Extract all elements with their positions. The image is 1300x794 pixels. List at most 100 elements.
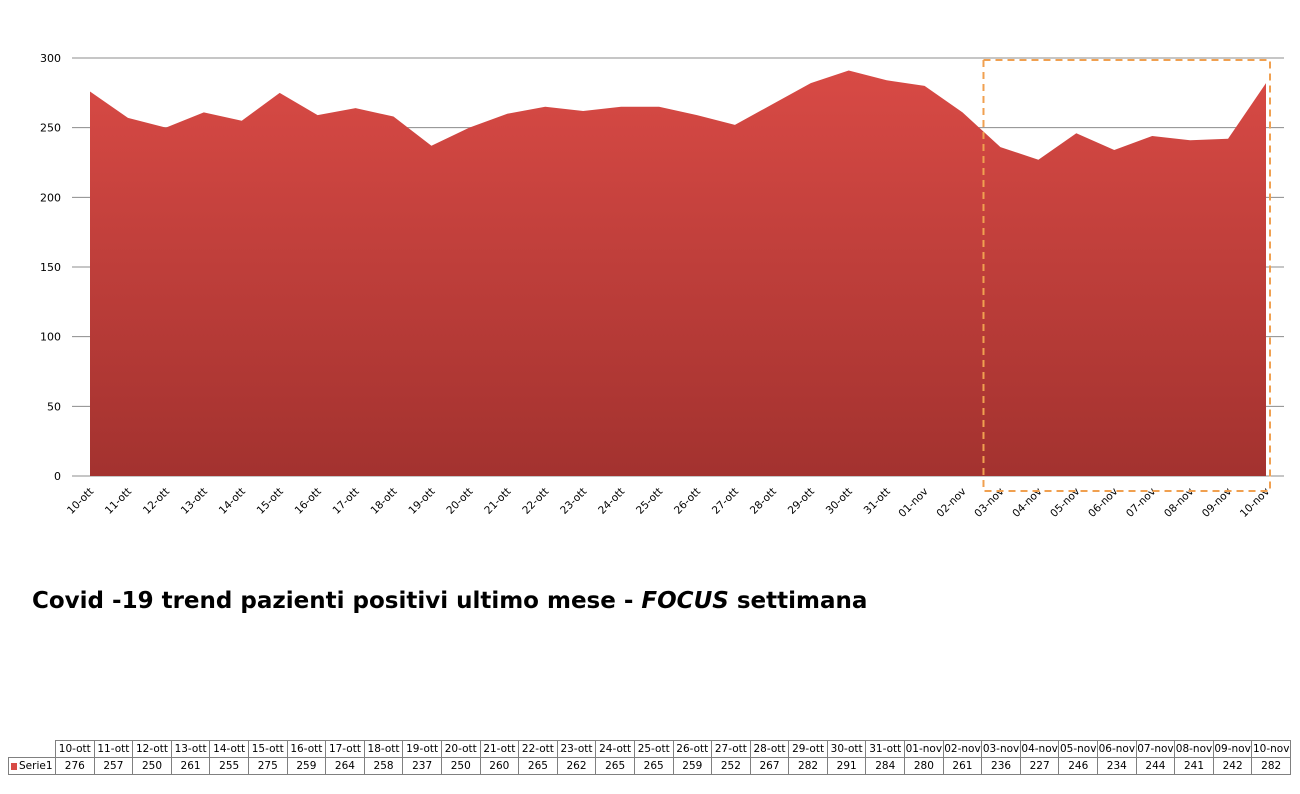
data-table-header-row: 10-ott 11-ott 12-ott 13-ott 14-ott 15-ott 16-o… <box>9 740 1291 758</box>
x-tick-label: 12-ott <box>141 486 172 517</box>
table-header-cell: 12-ott <box>132 740 172 758</box>
table-value-cell: 260 <box>479 757 520 775</box>
table-header-cell: 19-ott <box>402 740 442 758</box>
table-value-cell: 264 <box>325 757 365 775</box>
legend-swatch <box>11 762 17 770</box>
table-header-cell: 11-ott <box>93 740 134 758</box>
y-tick-label: 100 <box>40 331 61 344</box>
x-tick-label: 11-ott <box>103 486 134 517</box>
x-tick-label: 20-ott <box>444 486 475 517</box>
table-header-cell: 07-nov <box>1135 740 1176 758</box>
table-header-cell: 17-ott <box>325 740 365 758</box>
x-tick-label: 27-ott <box>710 486 741 517</box>
table-header-cell: 13-ott <box>170 740 211 758</box>
title-focus-word: FOCUS <box>641 588 729 614</box>
table-value-cell: 280 <box>904 757 944 775</box>
table-header-cell: 16-ott <box>286 740 327 758</box>
table-value-cell: 265 <box>518 757 558 775</box>
x-tick-label: 18-ott <box>368 486 399 517</box>
data-table: 10-ott 11-ott 12-ott 13-ott 14-ott 15-ott 16-o… <box>8 740 1291 775</box>
table-header-cell: 10-nov <box>1251 740 1291 758</box>
table-value-cell: 236 <box>981 757 1021 775</box>
table-value-cell: 291 <box>826 757 867 775</box>
x-tick-label: 16-ott <box>293 486 324 517</box>
y-tick-label: 200 <box>40 191 61 204</box>
y-tick-label: 0 <box>54 470 61 483</box>
table-value-cell: 276 <box>55 757 95 775</box>
table-header-cell: 14-ott <box>209 740 249 758</box>
title-part-1: Covid -19 trend pazienti positivi ultimo… <box>32 588 642 614</box>
x-tick-label: 05-nov <box>1048 486 1082 520</box>
y-tick-label: 300 <box>40 52 61 65</box>
table-header-cell: 08-nov <box>1174 740 1214 758</box>
table-value-cell: 244 <box>1135 757 1176 775</box>
x-tick-label: 10-ott <box>65 486 96 517</box>
x-axis-tick-labels: 10-ott 11-ott 12-ott 13-ott 14-ott 15-ott 16-o… <box>65 486 1272 520</box>
table-value-cell: 267 <box>749 757 790 775</box>
table-header-cell: 26-ott <box>672 740 713 758</box>
y-tick-label: 250 <box>40 122 61 135</box>
table-header-cell: 15-ott <box>247 740 288 758</box>
data-table-row-serie1: Serie1 276 257 250 261 255 275 259 264 258 237 250 2… <box>8 757 1291 775</box>
table-header-cell: 23-ott <box>556 740 597 758</box>
x-tick-label: 02-nov <box>934 486 968 520</box>
table-value-cell: 265 <box>633 757 674 775</box>
x-tick-label: 15-ott <box>255 486 286 517</box>
table-header-cell: 02-nov <box>942 740 983 758</box>
table-value-cell: 261 <box>942 757 983 775</box>
table-value-cell: 259 <box>672 757 713 775</box>
table-value-cell: 275 <box>247 757 288 775</box>
table-value-cell: 246 <box>1058 757 1099 775</box>
x-tick-label: 31-ott <box>862 486 893 517</box>
table-value-cell: 282 <box>788 757 828 775</box>
x-tick-label: 30-ott <box>824 486 855 517</box>
table-header-cell: 25-ott <box>633 740 674 758</box>
x-tick-label: 25-ott <box>634 486 665 517</box>
x-tick-label: 01-nov <box>896 486 930 520</box>
table-row-header-serie1: Serie1 <box>8 757 56 775</box>
table-header-cell: 22-ott <box>518 740 558 758</box>
legend-label: Serie1 <box>19 760 53 772</box>
table-value-cell: 262 <box>556 757 597 775</box>
table-header-cell: 03-nov <box>981 740 1021 758</box>
table-value-cell: 234 <box>1097 757 1137 775</box>
table-header-cell: 30-ott <box>826 740 867 758</box>
table-value-cell: 282 <box>1251 757 1291 775</box>
table-value-cell: 252 <box>711 757 751 775</box>
x-tick-label: 29-ott <box>786 486 817 517</box>
table-value-cell: 237 <box>402 757 442 775</box>
table-value-cell: 259 <box>286 757 327 775</box>
x-tick-label: 26-ott <box>672 486 703 517</box>
x-tick-label: 22-ott <box>520 486 551 517</box>
table-header-cell: 04-nov <box>1019 740 1060 758</box>
chart-title: Covid -19 trend pazienti positivi ultimo… <box>32 588 867 614</box>
table-value-cell: 265 <box>595 757 635 775</box>
table-header-cell: 01-nov <box>904 740 944 758</box>
y-tick-label: 150 <box>40 261 61 274</box>
series-area-serie1 <box>90 70 1266 476</box>
x-tick-label: 24-ott <box>596 486 627 517</box>
table-value-cell: 250 <box>132 757 172 775</box>
table-header-cell: 09-nov <box>1212 740 1253 758</box>
x-tick-label: 06-nov <box>1086 486 1120 520</box>
table-header-cell: 06-nov <box>1097 740 1137 758</box>
x-tick-label: 28-ott <box>748 486 779 517</box>
y-axis-tick-labels: 0 50 100 150 200 250 300 <box>40 52 61 483</box>
table-value-cell: 241 <box>1174 757 1214 775</box>
table-value-cell: 255 <box>209 757 249 775</box>
x-tick-label: 17-ott <box>331 486 362 517</box>
table-header-cell: 18-ott <box>363 740 404 758</box>
x-tick-label: 19-ott <box>406 486 437 517</box>
x-tick-label: 13-ott <box>179 486 210 517</box>
title-part-2: settimana <box>728 588 868 614</box>
table-value-cell: 257 <box>93 757 134 775</box>
table-header-cell: 21-ott <box>479 740 520 758</box>
table-value-cell: 250 <box>440 757 481 775</box>
y-tick-label: 50 <box>47 400 61 413</box>
table-header-cell: 24-ott <box>595 740 635 758</box>
table-value-cell: 227 <box>1019 757 1060 775</box>
table-header-cell: 20-ott <box>440 740 481 758</box>
table-header-cell: 10-ott <box>55 740 95 758</box>
table-corner <box>9 741 56 758</box>
table-value-cell: 242 <box>1212 757 1253 775</box>
